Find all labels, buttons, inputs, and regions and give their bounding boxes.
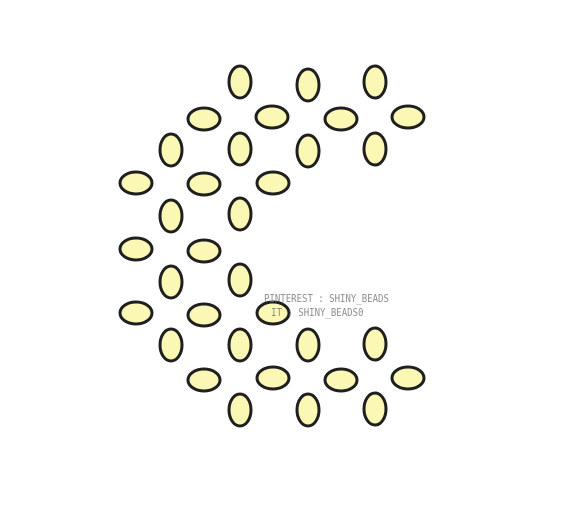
horizontal-bead xyxy=(390,104,426,130)
vertical-bead xyxy=(295,392,321,428)
horizontal-bead xyxy=(390,365,426,391)
vertical-bead xyxy=(362,64,388,100)
horizontal-bead xyxy=(186,171,222,197)
vertical-bead xyxy=(158,264,184,300)
horizontal-bead xyxy=(118,300,154,326)
horizontal-bead xyxy=(254,104,290,130)
horizontal-bead xyxy=(186,302,222,328)
vertical-bead xyxy=(227,327,253,363)
horizontal-bead xyxy=(186,367,222,393)
vertical-bead xyxy=(227,196,253,232)
horizontal-bead xyxy=(323,106,359,132)
horizontal-bead xyxy=(186,238,222,264)
horizontal-bead xyxy=(118,170,154,196)
horizontal-bead xyxy=(255,170,291,196)
horizontal-bead xyxy=(118,236,154,262)
vertical-bead xyxy=(295,67,321,103)
vertical-bead xyxy=(362,131,388,167)
vertical-bead xyxy=(295,133,321,169)
vertical-bead xyxy=(158,327,184,363)
vertical-bead xyxy=(295,327,321,363)
vertical-bead xyxy=(227,392,253,428)
horizontal-bead xyxy=(186,106,222,132)
vertical-bead xyxy=(227,131,253,167)
vertical-bead xyxy=(227,64,253,100)
vertical-bead xyxy=(227,262,253,298)
vertical-bead xyxy=(158,132,184,168)
horizontal-bead xyxy=(255,300,291,326)
vertical-bead xyxy=(362,326,388,362)
horizontal-bead xyxy=(323,367,359,393)
horizontal-bead xyxy=(255,365,291,391)
vertical-bead xyxy=(158,198,184,234)
vertical-bead xyxy=(362,391,388,427)
